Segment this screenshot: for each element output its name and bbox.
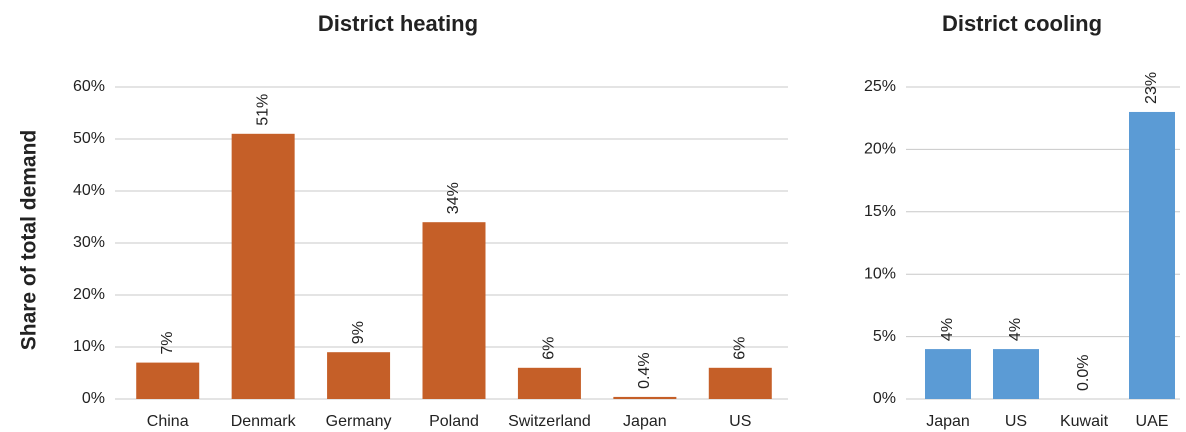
data-label: 0.0% bbox=[1075, 355, 1092, 391]
data-label: 51% bbox=[254, 94, 271, 126]
y-tick-label: 25% bbox=[864, 78, 896, 95]
bar bbox=[613, 396, 677, 399]
bar bbox=[993, 349, 1039, 399]
y-axis-label: Share of total demand bbox=[18, 130, 41, 351]
x-tick-label: Kuwait bbox=[1060, 413, 1109, 430]
y-tick-label: 10% bbox=[864, 265, 896, 282]
x-tick-label: Poland bbox=[429, 413, 479, 430]
x-tick-label: Switzerland bbox=[508, 413, 591, 430]
data-label: 6% bbox=[541, 337, 558, 360]
data-label: 4% bbox=[1007, 318, 1024, 341]
bar bbox=[517, 367, 581, 399]
data-label: 9% bbox=[350, 321, 367, 344]
y-tick-label: 0% bbox=[873, 390, 896, 407]
x-tick-label: China bbox=[147, 413, 189, 430]
data-label: 7% bbox=[159, 331, 176, 354]
chart-title: District heating bbox=[318, 11, 478, 36]
bar bbox=[925, 349, 971, 399]
y-tick-label: 40% bbox=[73, 182, 105, 199]
bar bbox=[231, 133, 295, 400]
data-label: 23% bbox=[1143, 72, 1160, 104]
data-label: 0.4% bbox=[636, 352, 653, 388]
chart-title: District cooling bbox=[942, 11, 1102, 36]
x-tick-label: Denmark bbox=[231, 413, 297, 430]
bar bbox=[708, 367, 772, 399]
y-tick-label: 50% bbox=[73, 130, 105, 147]
y-tick-label: 60% bbox=[73, 78, 105, 95]
bar bbox=[1129, 111, 1175, 400]
y-tick-label: 20% bbox=[864, 141, 896, 158]
y-tick-label: 20% bbox=[73, 286, 105, 303]
x-tick-label: Germany bbox=[326, 413, 392, 430]
data-label: 4% bbox=[939, 318, 956, 341]
bar bbox=[422, 222, 486, 399]
x-tick-label: Japan bbox=[623, 413, 667, 430]
y-tick-label: 0% bbox=[82, 390, 105, 407]
x-tick-label: UAE bbox=[1136, 413, 1169, 430]
data-label: 34% bbox=[445, 182, 462, 214]
bar bbox=[136, 362, 200, 399]
y-tick-label: 5% bbox=[873, 328, 896, 345]
data-label: 6% bbox=[732, 337, 749, 360]
x-tick-label: Japan bbox=[926, 413, 970, 430]
x-tick-label: US bbox=[1005, 413, 1027, 430]
y-tick-label: 10% bbox=[73, 338, 105, 355]
y-tick-label: 30% bbox=[73, 234, 105, 251]
bar bbox=[327, 352, 391, 399]
x-tick-label: US bbox=[729, 413, 751, 430]
y-tick-label: 15% bbox=[864, 203, 896, 220]
